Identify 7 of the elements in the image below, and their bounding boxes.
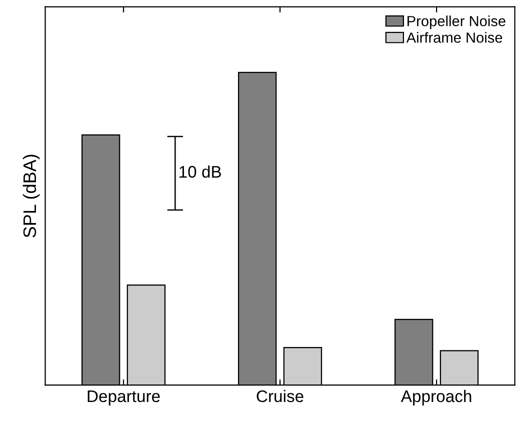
x-tick-label: Cruise	[256, 390, 304, 402]
legend-label: Propeller Noise	[408, 16, 506, 30]
x-tick-label: Departure	[88, 390, 160, 406]
legend-label: Airframe Noise	[406, 32, 502, 43]
annotation: 10 dB	[180, 165, 221, 178]
x-tick-label: Approach	[400, 390, 472, 406]
y-axis-title: SPL (dBA)	[22, 154, 40, 238]
